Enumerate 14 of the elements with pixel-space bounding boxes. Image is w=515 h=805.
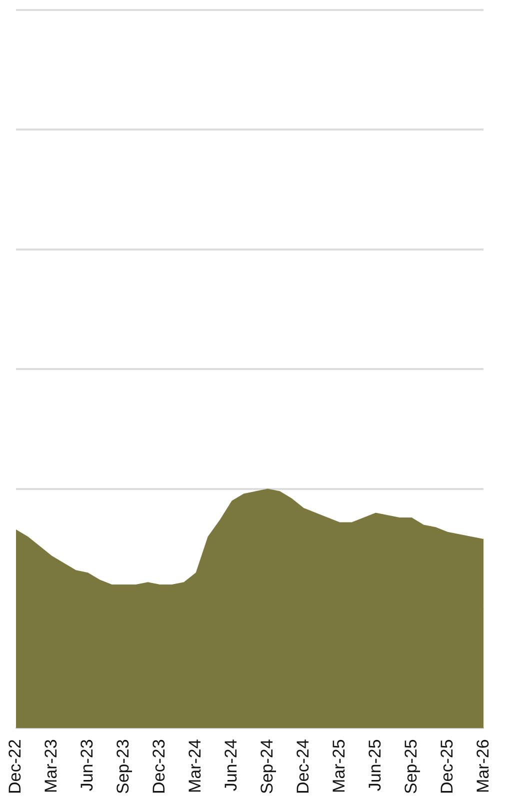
x-tick-label: Mar-26: [473, 739, 492, 794]
x-tick-label: Mar-25: [329, 739, 348, 794]
x-tick-label: Mar-24: [186, 739, 205, 794]
x-tick-label: Dec-23: [150, 739, 169, 794]
x-tick-label: Sep-25: [401, 739, 420, 794]
x-tick-label: Dec-22: [6, 739, 25, 794]
x-tick-label: Jun-25: [365, 739, 384, 792]
x-tick-label: Jun-24: [222, 739, 241, 792]
x-tick-label: Mar-23: [42, 739, 61, 794]
x-tick-label: Dec-24: [293, 739, 312, 794]
x-tick-label: Dec-25: [437, 739, 456, 794]
x-tick-label: Sep-24: [257, 739, 276, 794]
x-tick-label: Jun-23: [78, 739, 97, 792]
x-tick-label: Sep-23: [114, 739, 133, 794]
